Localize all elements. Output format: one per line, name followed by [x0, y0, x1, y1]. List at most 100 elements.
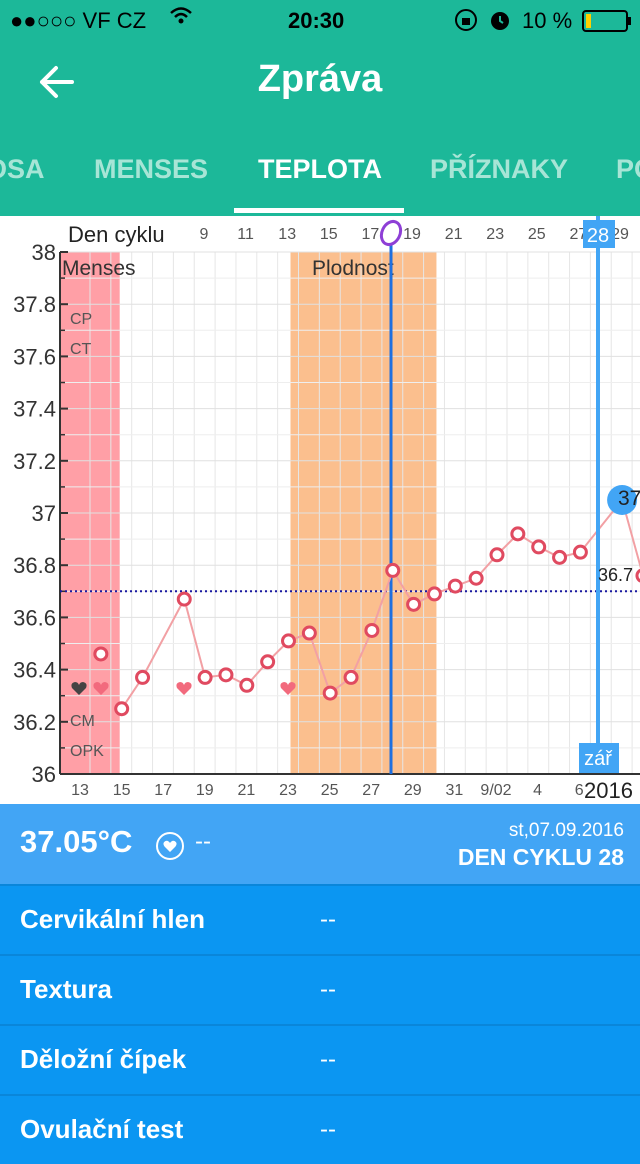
detail-label: Ovulační test: [20, 1114, 184, 1144]
month-label: zář: [584, 748, 613, 770]
battery-label: 10 %: [522, 8, 573, 33]
heart-icon: [176, 682, 192, 695]
data-point: [135, 669, 151, 685]
alarm-icon: [488, 8, 512, 38]
selected-day-badge: [583, 220, 615, 248]
clock-label: 20:30: [288, 8, 345, 33]
bottom-tick-label: 6: [575, 782, 584, 799]
data-point: [176, 591, 192, 607]
data-point: [239, 677, 255, 693]
battery-icon: [582, 10, 632, 38]
bottom-tick-label: 4: [533, 782, 542, 799]
temperature-value: 37.05°C: [20, 824, 133, 859]
data-point: [447, 578, 463, 594]
tab-menses[interactable]: MENSES: [94, 154, 209, 184]
detail-label: Cervikální hlen: [20, 904, 205, 934]
bottom-tick-label: 31: [446, 782, 464, 799]
bottom-tick-label: 21: [238, 782, 256, 799]
detail-label: Děložní čípek: [20, 1044, 187, 1074]
top-tick-label: 11: [237, 226, 254, 243]
data-point: [489, 547, 505, 563]
selected-day-summary: 37.05°C -- st,07.09.2016 DEN CYKLU 28: [0, 804, 640, 884]
heart-icon: [93, 682, 109, 695]
detail-row-cervix[interactable]: Děložní čípek --: [0, 1024, 640, 1094]
detail-row-texture[interactable]: Textura --: [0, 954, 640, 1024]
y-tick-label: 36.2: [13, 710, 56, 735]
selected-point: [607, 484, 638, 515]
tab-teplota[interactable]: TEPLOTA: [258, 154, 382, 184]
active-tab-indicator: [234, 208, 404, 213]
y-tick-label: 36.4: [13, 658, 56, 683]
wifi-icon: [170, 6, 192, 32]
data-point: [114, 701, 130, 717]
bottom-tick-label: 13: [71, 782, 89, 799]
menses-label: Menses: [62, 257, 136, 280]
tab-bar: OSA MENSES TEPLOTA PŘÍZNAKY PO: [0, 126, 640, 216]
y-tick-label: 36.6: [13, 605, 56, 630]
y-tick-label: 38: [32, 240, 56, 265]
data-point: [218, 667, 234, 683]
top-tick-label: 23: [486, 226, 504, 243]
bottom-tick-label: 29: [404, 782, 422, 799]
tab-priznaky[interactable]: PŘÍZNAKY: [430, 154, 569, 184]
top-tick-label: 19: [403, 226, 421, 243]
data-point: [406, 596, 422, 612]
data-point: [468, 570, 484, 586]
bottom-tick-label: 23: [279, 782, 297, 799]
tab-po[interactable]: PO: [616, 154, 640, 184]
rotation-lock-icon: [454, 8, 478, 38]
bottom-tick-label: 25: [321, 782, 339, 799]
status-bar: ●●○○○ VF CZ 20:30 10 %: [0, 0, 640, 40]
heart-icon: [280, 682, 296, 695]
data-point: [93, 646, 109, 662]
data-point: [531, 539, 547, 555]
data-point: [322, 685, 338, 701]
side-label: CM: [70, 713, 95, 730]
data-point: [510, 526, 526, 542]
heart-icon: [163, 840, 177, 852]
data-point: [385, 562, 401, 578]
symptom-button[interactable]: [156, 832, 184, 860]
last-value-label: 36.7: [598, 565, 633, 585]
top-tick-label: 21: [445, 226, 463, 243]
temperature-chart[interactable]: 38 37.8 37.6 37.4 37.2 37 36.8 36.6 36.4 36.2 36 De…: [0, 216, 640, 804]
bottom-tick-label: 27: [362, 782, 380, 799]
tab-osa[interactable]: OSA: [0, 154, 45, 184]
detail-value: --: [320, 1046, 336, 1073]
y-tick-label: 36: [32, 762, 56, 787]
y-tick-label: 37.4: [13, 397, 56, 422]
bottom-tick-label: 15: [113, 782, 131, 799]
detail-row-ovulation-test[interactable]: Ovulační test --: [0, 1094, 640, 1164]
data-point: [635, 568, 640, 583]
side-label: CT: [70, 341, 92, 358]
selected-value-label: 37: [618, 487, 640, 510]
bottom-tick-label: 9/02: [480, 782, 511, 799]
data-point: [281, 633, 296, 649]
data-point: [197, 669, 213, 685]
y-tick-label: 37.6: [13, 344, 56, 369]
top-tick-label: 15: [320, 226, 338, 243]
detail-value: --: [320, 976, 336, 1003]
data-point: [343, 669, 359, 685]
data-point: [426, 586, 442, 602]
data-point: [364, 622, 380, 638]
month-badge: [579, 743, 619, 773]
heart-icon: [71, 682, 87, 695]
top-tick-label: 25: [528, 226, 546, 243]
data-point: [552, 549, 568, 565]
top-tick-label: 17: [362, 226, 380, 243]
ovulation-icon: [379, 219, 403, 247]
fertile-label: Plodnost: [312, 257, 394, 280]
y-tick-label: 36.8: [13, 553, 56, 578]
data-point: [260, 654, 276, 670]
y-tick-label: 37: [32, 501, 56, 526]
side-label: CP: [70, 311, 92, 328]
detail-value: --: [320, 1116, 336, 1143]
data-point: [301, 625, 317, 641]
bottom-tick-label: 19: [196, 782, 214, 799]
back-button[interactable]: [34, 60, 82, 104]
top-tick-label: 9: [200, 226, 209, 243]
detail-value: --: [320, 906, 336, 933]
detail-row-cervical-mucus[interactable]: Cervikální hlen --: [0, 884, 640, 954]
year-label: 2016: [584, 778, 633, 803]
